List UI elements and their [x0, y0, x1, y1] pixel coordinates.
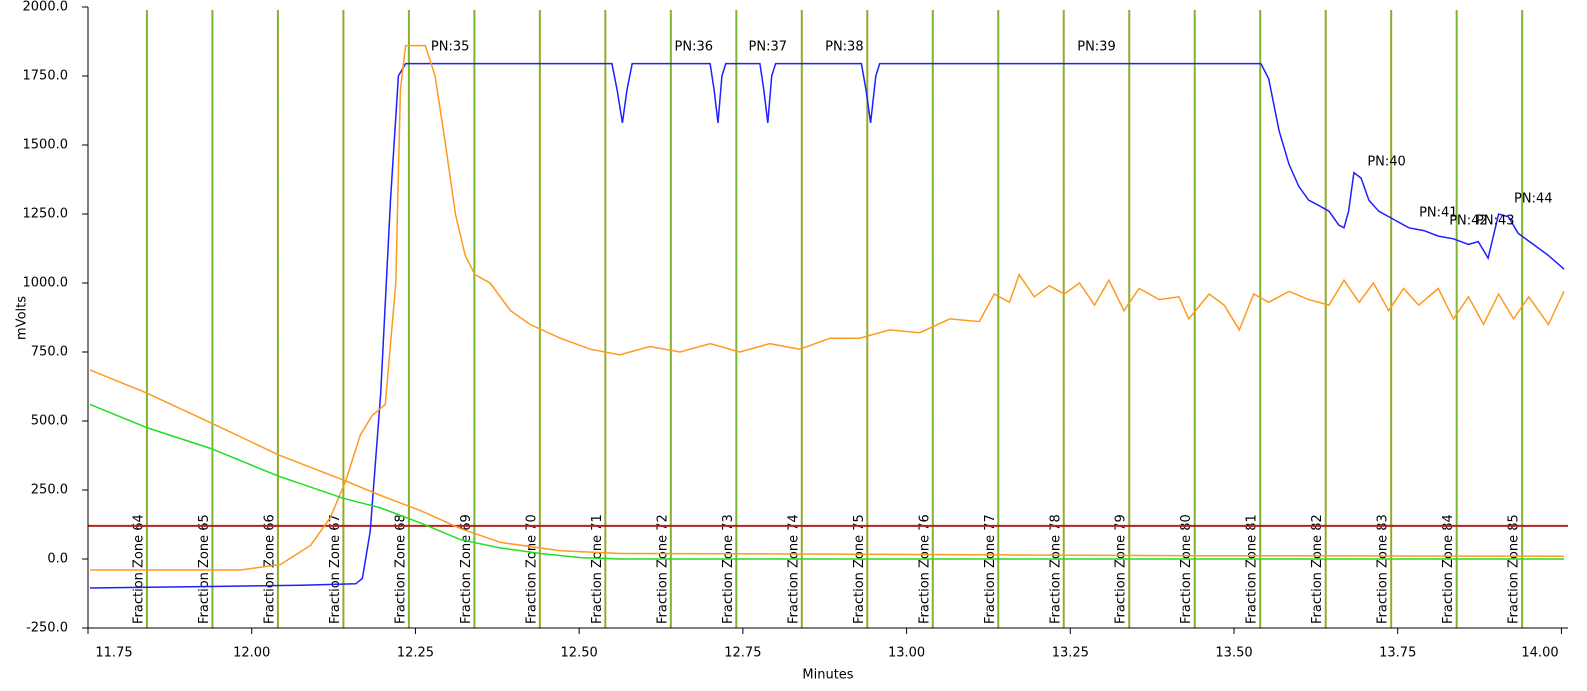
- fraction-zone-label: Fraction Zone 67: [328, 514, 343, 624]
- fraction-zone-label: Fraction Zone 66: [262, 514, 277, 624]
- peak-label: PN:35: [431, 40, 470, 55]
- fraction-zone-label: Fraction Zone 84: [1441, 514, 1456, 624]
- y-axis-title: mVolts: [15, 296, 30, 340]
- trace: [89, 369, 1565, 557]
- fraction-zone-label: Fraction Zone 72: [655, 514, 670, 624]
- fraction-zone-label: Fraction Zone 70: [524, 514, 539, 624]
- y-tick-label: -250.0: [26, 621, 68, 636]
- y-tick-label: 1000.0: [23, 276, 69, 291]
- peak-label: PN:38: [825, 40, 864, 55]
- y-tick-label: 1250.0: [23, 207, 69, 222]
- peak-label: PN:41: [1419, 205, 1458, 220]
- fraction-zone-label: Fraction Zone 77: [983, 514, 998, 624]
- x-tick-label: 12.00: [233, 646, 270, 661]
- fraction-zone-label: Fraction Zone 71: [590, 514, 605, 624]
- trace: [90, 44, 1565, 571]
- y-tick-label: 1500.0: [23, 138, 69, 153]
- fraction-zone-label: Fraction Zone 68: [393, 514, 408, 624]
- fraction-zone-label: Fraction Zone 73: [721, 514, 736, 624]
- x-axis-title: Minutes: [802, 668, 853, 683]
- x-tick-label: 13.25: [1052, 646, 1089, 661]
- x-tick-label: 12.75: [724, 646, 761, 661]
- peak-label: PN:43: [1476, 213, 1515, 228]
- fraction-zone-label: Fraction Zone 79: [1114, 514, 1129, 624]
- fraction-zone-label: Fraction Zone 64: [131, 514, 146, 624]
- peak-label: PN:37: [749, 40, 788, 55]
- peak-label: PN:44: [1514, 192, 1553, 207]
- x-tick-label: 13.00: [888, 646, 925, 661]
- fraction-zone-label: Fraction Zone 80: [1179, 514, 1194, 624]
- y-tick-label: 750.0: [31, 345, 68, 360]
- fraction-zone-label: Fraction Zone 75: [852, 514, 867, 624]
- y-tick-label: 500.0: [31, 414, 68, 429]
- y-tick-label: 250.0: [31, 483, 68, 498]
- fraction-zone-label: Fraction Zone 81: [1245, 514, 1260, 624]
- fraction-zone-label: Fraction Zone 74: [786, 514, 801, 624]
- fraction-zone-label: Fraction Zone 78: [1048, 514, 1063, 624]
- x-tick-label: 14.00: [1521, 646, 1558, 661]
- peak-label: PN:36: [675, 40, 714, 55]
- x-tick-label: 13.50: [1215, 646, 1252, 661]
- x-tick-label: 13.75: [1379, 646, 1416, 661]
- y-tick-label: 0.0: [47, 552, 68, 567]
- y-tick-label: 1750.0: [23, 69, 69, 84]
- trace: [89, 403, 1565, 560]
- fraction-zone-label: Fraction Zone 76: [917, 514, 932, 624]
- x-tick-label: 11.75: [95, 646, 132, 661]
- fraction-zone-label: Fraction Zone 85: [1507, 514, 1522, 624]
- y-tick-label: 2000.0: [23, 0, 69, 15]
- fraction-zone-label: Fraction Zone 65: [197, 514, 212, 624]
- peak-label: PN:39: [1077, 40, 1116, 55]
- x-tick-label: 12.25: [397, 646, 434, 661]
- fraction-zone-label: Fraction Zone 83: [1376, 514, 1391, 624]
- trace: [89, 62, 1565, 589]
- peak-label: PN:42: [1449, 213, 1488, 228]
- x-tick-label: 12.50: [561, 646, 598, 661]
- fraction-zone-label: Fraction Zone 82: [1310, 514, 1325, 624]
- peak-label: PN:40: [1367, 155, 1406, 170]
